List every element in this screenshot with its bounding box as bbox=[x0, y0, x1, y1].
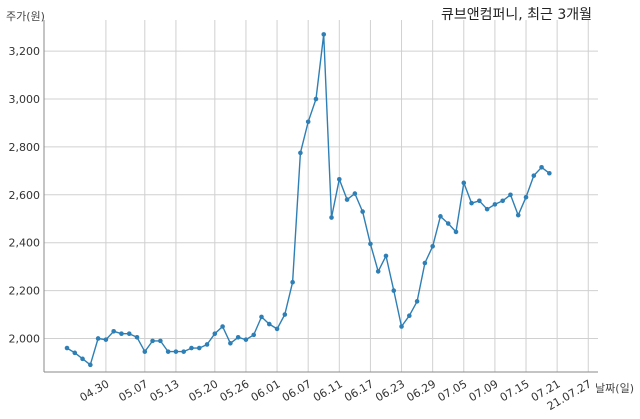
price-point bbox=[344, 197, 350, 202]
price-point bbox=[523, 194, 529, 200]
price-point bbox=[80, 356, 85, 362]
price-point bbox=[196, 345, 202, 351]
y-tick-label: 2,800 bbox=[9, 141, 41, 154]
x-tick-label: 05.20 bbox=[187, 377, 221, 404]
price-point bbox=[111, 328, 116, 334]
price-point bbox=[445, 221, 451, 226]
x-tick-label: 04.30 bbox=[78, 377, 112, 404]
grid-lines bbox=[44, 20, 598, 372]
price-point bbox=[158, 338, 163, 344]
price-point bbox=[515, 212, 521, 218]
price-point bbox=[414, 299, 420, 304]
price-point bbox=[531, 173, 537, 178]
price-point bbox=[399, 324, 404, 329]
price-point bbox=[142, 349, 148, 354]
axes bbox=[43, 20, 598, 373]
y-tick-labels: 2,000 2,200 2,400 2,600 2,800 3,000 3,200 bbox=[9, 45, 41, 345]
x-tick-label: 06.01 bbox=[249, 377, 283, 404]
y-tick-label: 2,600 bbox=[9, 189, 41, 202]
price-point bbox=[461, 180, 467, 186]
price-point bbox=[477, 198, 482, 204]
price-point bbox=[212, 331, 218, 336]
series-layer bbox=[64, 32, 552, 368]
price-point bbox=[430, 243, 435, 249]
x-tick-label: 06.17 bbox=[342, 377, 376, 404]
y-tick-label: 2,000 bbox=[9, 332, 41, 345]
price-point bbox=[228, 340, 233, 346]
price-point bbox=[508, 192, 513, 198]
price-point bbox=[88, 362, 93, 368]
price-point bbox=[298, 150, 303, 156]
y-tick-label: 2,400 bbox=[9, 237, 41, 250]
chart-title: 큐브앤컴퍼니, 최근 3개월 bbox=[440, 7, 592, 23]
price-point bbox=[150, 338, 155, 344]
price-point bbox=[337, 176, 342, 182]
x-tick-label: 05.07 bbox=[117, 377, 151, 404]
price-point bbox=[383, 253, 389, 259]
price-point bbox=[243, 337, 249, 342]
price-point bbox=[235, 334, 241, 340]
price-point bbox=[360, 209, 365, 214]
x-tick-label: 07.09 bbox=[467, 377, 501, 404]
y-tick-label: 3,200 bbox=[9, 45, 41, 58]
price-point bbox=[469, 200, 474, 206]
x-tick-label: 07.05 bbox=[436, 377, 470, 404]
price-point bbox=[407, 313, 412, 319]
price-point bbox=[259, 314, 264, 320]
x-axis-label: 날짜(일) bbox=[595, 382, 634, 395]
x-tick-label: 07.15 bbox=[498, 377, 532, 404]
price-point bbox=[375, 269, 381, 274]
price-point bbox=[251, 332, 257, 338]
price-point bbox=[72, 350, 78, 356]
price-point bbox=[305, 119, 311, 125]
y-tick-label: 3,000 bbox=[9, 93, 41, 106]
price-point bbox=[422, 260, 428, 266]
price-point bbox=[126, 331, 132, 336]
price-point bbox=[329, 215, 334, 220]
y-axis-label: 주가(원) bbox=[6, 10, 45, 23]
price-point bbox=[282, 312, 288, 317]
price-point bbox=[119, 331, 124, 336]
price-point bbox=[438, 214, 443, 219]
price-point bbox=[95, 336, 101, 341]
price-point bbox=[173, 349, 179, 354]
price-point bbox=[484, 206, 490, 212]
price-point bbox=[391, 288, 397, 293]
price-point bbox=[500, 198, 505, 204]
price-point bbox=[220, 324, 225, 329]
x-tick-label: 05.13 bbox=[148, 377, 182, 404]
price-point bbox=[64, 345, 70, 351]
price-point bbox=[189, 345, 194, 351]
price-point bbox=[313, 96, 319, 102]
price-point bbox=[134, 334, 140, 340]
price-point bbox=[290, 279, 295, 285]
price-point bbox=[352, 191, 358, 196]
price-point bbox=[204, 342, 210, 347]
price-point bbox=[103, 337, 109, 342]
x-tick-label: 06.29 bbox=[404, 377, 438, 404]
price-point bbox=[274, 326, 280, 332]
price-point bbox=[492, 202, 498, 207]
y-tick-label: 2,200 bbox=[9, 285, 41, 298]
price-point bbox=[321, 32, 327, 37]
price-point bbox=[547, 170, 552, 176]
price-point bbox=[266, 321, 272, 327]
price-point bbox=[453, 229, 459, 235]
price-point bbox=[539, 164, 544, 170]
x-tick-label: 06.11 bbox=[311, 377, 345, 404]
price-point bbox=[368, 241, 373, 247]
x-tick-label: 05.26 bbox=[218, 377, 252, 404]
x-tick-label: 06.07 bbox=[280, 377, 314, 404]
x-tick-label: 06.23 bbox=[373, 377, 407, 404]
price-point bbox=[165, 349, 171, 354]
price-point bbox=[181, 349, 186, 354]
